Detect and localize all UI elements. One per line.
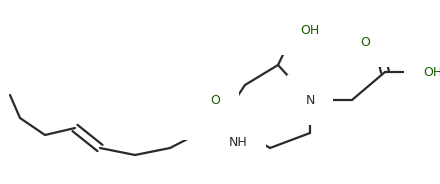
Text: OH: OH: [423, 66, 440, 79]
Text: HO: HO: [201, 109, 220, 121]
Text: NH: NH: [229, 135, 247, 148]
Text: O: O: [210, 93, 220, 107]
Text: N: N: [305, 93, 315, 107]
Text: OH: OH: [300, 24, 319, 36]
Text: O: O: [360, 36, 370, 49]
